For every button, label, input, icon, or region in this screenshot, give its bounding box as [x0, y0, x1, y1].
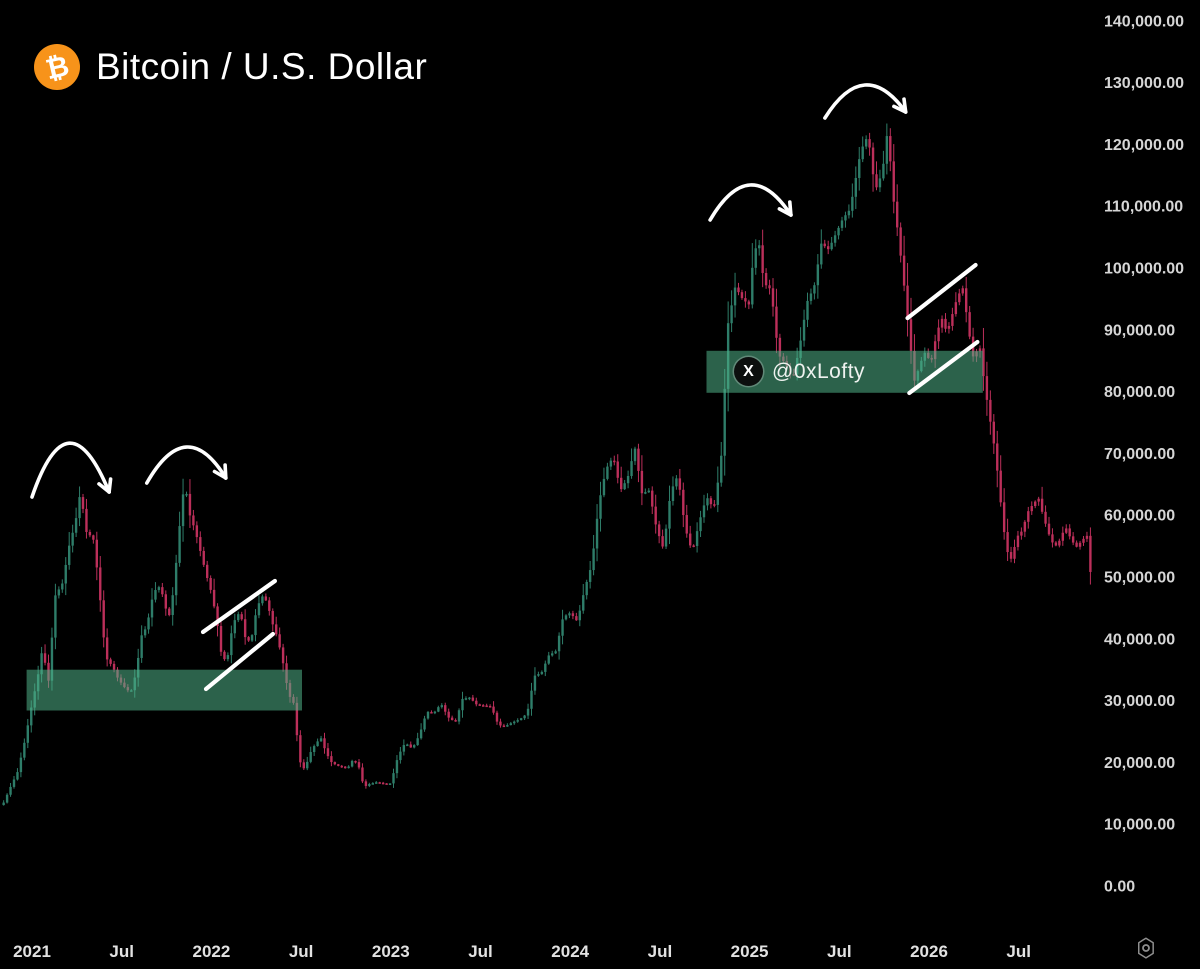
time-tick-label: 2025 [731, 942, 769, 961]
time-tick-label: Jul [289, 942, 314, 961]
bear-flag-2026-lower [907, 339, 980, 396]
price-tick-label: 130,000.00 [1104, 75, 1184, 92]
gear-icon [1138, 937, 1154, 959]
time-tick-label: 2022 [192, 942, 230, 961]
price-tick-label: 60,000.00 [1104, 508, 1175, 525]
price-tick-label: 0.00 [1104, 879, 1135, 896]
x-logo-icon: X [734, 357, 763, 386]
price-tick-label: 50,000.00 [1104, 570, 1175, 587]
bear-flag-2022-upper [200, 578, 277, 635]
rollover-arrow-2025-jan [708, 183, 793, 222]
time-tick-label: Jul [468, 942, 493, 961]
price-axis[interactable]: 0.00 10,000.00 20,000.00 30,000.00 40,000.00… [1104, 13, 1184, 895]
time-tick-label: 2024 [551, 942, 589, 961]
axis-settings-button[interactable] [1132, 934, 1160, 962]
price-tick-label: 20,000.00 [1104, 755, 1175, 772]
time-tick-label: Jul [109, 942, 134, 961]
price-tick-label: 120,000.00 [1104, 137, 1184, 154]
time-tick-label: 2021 [13, 942, 51, 961]
bitcoin-glyph: ₿ [42, 48, 72, 86]
price-tick-label: 40,000.00 [1104, 631, 1175, 648]
bear-flag-2022-lower [203, 631, 275, 692]
price-tick-label: 100,000.00 [1104, 261, 1184, 278]
rollover-arrow-2025-oct [823, 83, 908, 120]
price-tick-label: 110,000.00 [1104, 199, 1183, 216]
time-tick-label: Jul [1006, 942, 1031, 961]
author-handle: @0xLofty [772, 359, 866, 383]
price-tick-label: 140,000.00 [1104, 13, 1184, 30]
time-axis[interactable]: 2021 Jul 2022 Jul 2023 Jul 2024 Jul 2025 Jul 2026 J… [13, 942, 1031, 961]
price-tick-label: 70,000.00 [1104, 446, 1175, 463]
time-tick-label: 2023 [372, 942, 410, 961]
price-tick-label: 10,000.00 [1104, 817, 1175, 834]
time-tick-label: Jul [827, 942, 852, 961]
author-watermark: X @0xLofty [734, 357, 865, 386]
rollover-arrow-2021-nov [145, 445, 228, 485]
price-tick-label: 30,000.00 [1104, 693, 1175, 710]
symbol-header: ₿ Bitcoin / U.S. Dollar [34, 44, 427, 90]
time-tick-label: 2026 [910, 942, 948, 961]
bear-flag-2026-upper [905, 262, 978, 321]
rollover-arrow-2021-apr [30, 441, 113, 499]
bitcoin-logo-icon: ₿ [34, 44, 80, 90]
demand-zone-2021 [26, 669, 302, 711]
price-tick-label: 80,000.00 [1104, 384, 1175, 401]
time-tick-label: Jul [648, 942, 673, 961]
price-tick-label: 90,000.00 [1104, 322, 1175, 339]
symbol-title: Bitcoin / U.S. Dollar [96, 46, 428, 87]
